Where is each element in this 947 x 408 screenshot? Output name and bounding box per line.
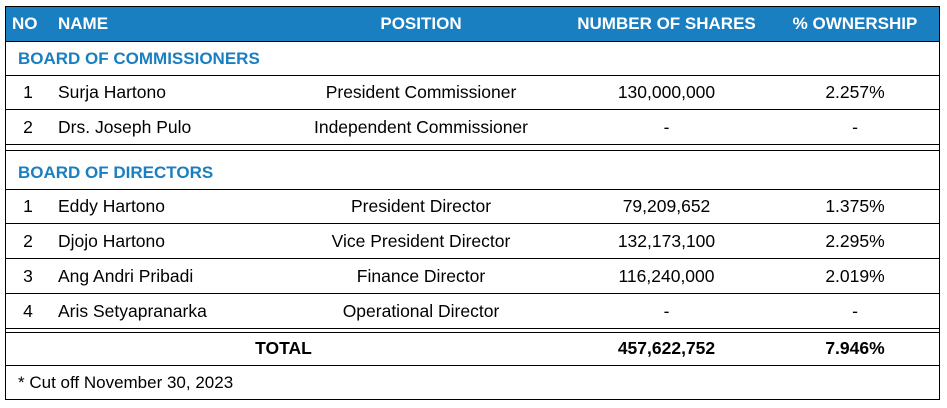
total-ownership: 7.946% [825, 338, 885, 358]
section-title-commissioners: BOARD OF COMMISSIONERS [6, 42, 939, 76]
row-name: Eddy Hartono [58, 196, 166, 216]
header-position: POSITION [380, 14, 462, 33]
section-divider [6, 145, 939, 151]
row-shares: 132,173,100 [617, 231, 716, 251]
row-name: Drs. Joseph Pulo [58, 117, 192, 137]
section-title-directors: BOARD OF DIRECTORS [6, 156, 939, 190]
table-row: 3 Ang Andri Pribadi Finance Director 116… [6, 260, 939, 294]
row-ownership: - [852, 117, 858, 137]
footnote: * Cut off November 30, 2023 [18, 373, 234, 392]
header-shares: NUMBER OF SHARES [577, 14, 756, 33]
section-title: BOARD OF COMMISSIONERS [18, 48, 260, 68]
row-ownership: - [852, 301, 858, 321]
row-position: Operational Director [342, 301, 500, 321]
row-position: Independent Commissioner [313, 117, 528, 137]
total-divider [6, 329, 939, 333]
table-row: 1 Surja Hartono President Commissioner 1… [6, 76, 939, 110]
row-position: Vice President Director [331, 231, 511, 251]
row-position: Finance Director [356, 266, 486, 286]
row-ownership: 1.375% [825, 196, 885, 216]
table-row: 2 Djojo Hartono Vice President Director … [6, 225, 939, 259]
row-name: Djojo Hartono [58, 231, 165, 251]
row-no: 2 [23, 117, 33, 137]
row-ownership: 2.257% [825, 82, 885, 102]
table-header: NO NAME POSITION NUMBER OF SHARES % OWNE… [6, 7, 939, 42]
total-row: TOTAL 457,622,752 7.946% [6, 332, 939, 366]
row-shares: 130,000,000 [617, 82, 716, 102]
total-label: TOTAL [255, 338, 312, 358]
row-no: 4 [23, 301, 33, 321]
row-name: Surja Hartono [58, 82, 166, 102]
section-title: BOARD OF DIRECTORS [18, 162, 214, 182]
row-shares: 79,209,652 [622, 196, 711, 216]
header-no: NO [12, 14, 38, 33]
row-shares: 116,240,000 [618, 266, 715, 286]
row-shares: - [663, 301, 670, 321]
row-ownership: 2.295% [825, 231, 885, 251]
row-no: 2 [23, 231, 33, 251]
table-row: 1 Eddy Hartono President Director 79,209… [6, 190, 939, 224]
row-no: 1 [23, 82, 33, 102]
footnote-row: * Cut off November 30, 2023 [6, 366, 939, 400]
header-name: NAME [58, 14, 109, 33]
table-row: 4 Aris Setyapranarka Operational Directo… [6, 295, 939, 329]
row-name: Aris Setyapranarka [58, 301, 207, 321]
row-ownership: 2.019% [825, 266, 885, 286]
row-no: 1 [23, 196, 33, 216]
row-position: President Director [350, 196, 492, 216]
table-row: 2 Drs. Joseph Pulo Independent Commissio… [6, 111, 939, 145]
total-shares: 457,622,752 [617, 338, 716, 358]
row-no: 3 [23, 266, 33, 286]
header-ownership: % OWNERSHIP [792, 14, 918, 33]
row-position: President Commissioner [325, 82, 517, 102]
row-shares: - [663, 117, 670, 137]
row-name: Ang Andri Pribadi [58, 266, 194, 286]
shareholding-table [5, 6, 940, 400]
